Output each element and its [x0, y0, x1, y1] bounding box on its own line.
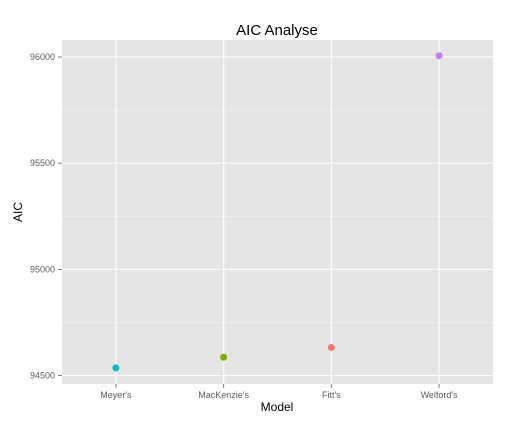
plot-panel [62, 40, 493, 384]
y-axis-title: AIC [11, 202, 25, 222]
data-point [220, 353, 228, 361]
y-tick-label: 95000 [30, 264, 55, 274]
data-point [435, 52, 443, 60]
minor-gridlines [62, 109, 493, 323]
data-point [327, 343, 335, 351]
x-axis-tick-labels: Meyer's MacKenzie's Fitt's Welford's [100, 390, 458, 400]
x-tick-label: Welford's [421, 390, 459, 400]
data-points [112, 52, 443, 372]
y-axis-tick-labels: 94500 95000 95500 96000 [30, 52, 55, 381]
y-tick-label: 96000 [30, 52, 55, 62]
major-gridlines [62, 40, 493, 384]
y-tick-label: 95500 [30, 158, 55, 168]
x-axis-title: Model [261, 400, 294, 414]
axis-ticks [58, 56, 440, 388]
x-tick-label: Fitt's [322, 390, 341, 400]
y-tick-label: 94500 [30, 371, 55, 381]
x-tick-label: Meyer's [100, 390, 132, 400]
x-tick-label: MacKenzie's [198, 390, 249, 400]
data-point [112, 364, 120, 372]
chart-title: AIC Analyse [236, 22, 318, 39]
